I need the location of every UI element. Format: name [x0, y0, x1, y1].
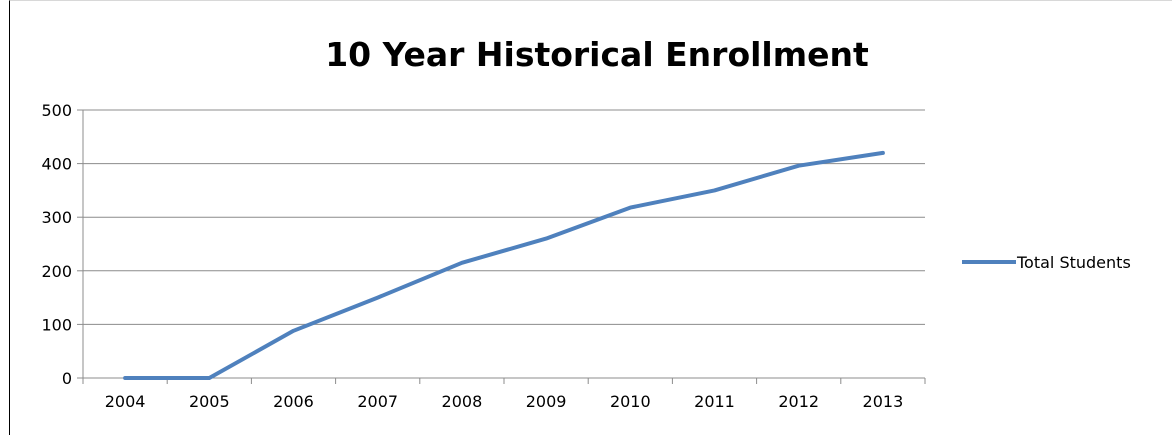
- y-tick-label-0: 0: [62, 369, 72, 388]
- legend-label-total-students: Total Students: [1016, 253, 1131, 272]
- y-tick-label-300: 300: [41, 208, 72, 227]
- y-tick-label-200: 200: [41, 262, 72, 281]
- axes: [77, 109, 926, 384]
- y-tick-label-100: 100: [41, 315, 72, 334]
- x-tick-labels: 2004 2005 2006 2007 2008 2009 2010 2011 2012 2013: [105, 392, 904, 411]
- x-tick-label-2009: 2009: [526, 392, 567, 411]
- x-tick-label-2013: 2013: [863, 392, 904, 411]
- x-tick-label-2011: 2011: [694, 392, 735, 411]
- series-lines: [123, 150, 885, 380]
- legend: Total Students: [962, 253, 1131, 272]
- x-tick-label-2008: 2008: [442, 392, 483, 411]
- x-tick-label-2010: 2010: [610, 392, 651, 411]
- x-tick-label-2006: 2006: [273, 392, 314, 411]
- x-tick-label-2005: 2005: [189, 392, 230, 411]
- y-tick-label-400: 400: [41, 155, 72, 174]
- x-tick-label-2004: 2004: [105, 392, 146, 411]
- gridlines: [83, 109, 925, 325]
- x-tick-label-2007: 2007: [357, 392, 398, 411]
- y-tick-label-500: 500: [41, 101, 72, 120]
- x-tick-label-2012: 2012: [778, 392, 819, 411]
- chart-title: 10 Year Historical Enrollment: [325, 35, 869, 74]
- y-tick-labels: 0 100 200 300 400 500: [41, 101, 72, 388]
- series-line-total-students: [123, 150, 885, 380]
